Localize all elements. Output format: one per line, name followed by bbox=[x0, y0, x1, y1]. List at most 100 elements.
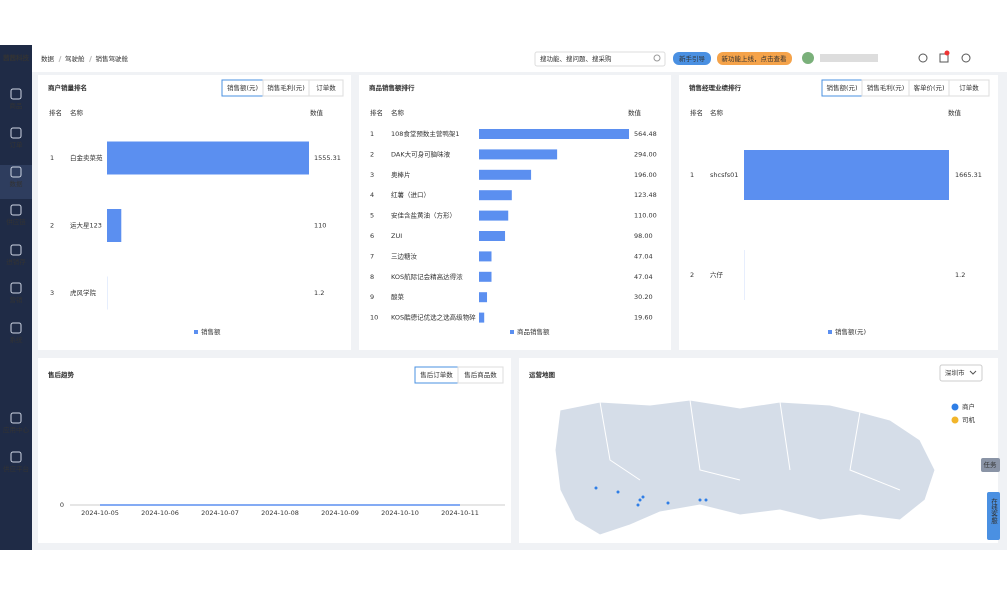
breadcrumb[interactable]: 数据 bbox=[41, 54, 55, 63]
bar bbox=[479, 292, 487, 302]
table-header: 数值 bbox=[628, 108, 642, 117]
rank: 10 bbox=[370, 314, 378, 322]
menu-item[interactable]: 商品 bbox=[10, 101, 23, 110]
legend-swatch bbox=[828, 330, 832, 334]
name: 安佳含盐黄油（方形） bbox=[391, 211, 456, 220]
menu-item[interactable]: 系统 bbox=[10, 335, 24, 344]
search-placeholder: 搜功能、搜问题、搜采购 bbox=[540, 54, 612, 63]
tab-label[interactable]: 销售额(元) bbox=[826, 83, 857, 92]
table-header: 名称 bbox=[391, 108, 405, 117]
map-region bbox=[555, 400, 935, 535]
value-label: 196.00 bbox=[634, 171, 657, 179]
table-header: 数值 bbox=[310, 108, 324, 117]
tab-label[interactable]: 售后商品数 bbox=[464, 370, 497, 379]
name: 运大星123 bbox=[70, 221, 102, 230]
rank: 1 bbox=[370, 130, 374, 138]
rank: 2 bbox=[690, 271, 694, 279]
avatar bbox=[802, 52, 814, 64]
rank: 1 bbox=[690, 171, 694, 179]
bar bbox=[479, 190, 512, 200]
bar bbox=[479, 170, 531, 180]
breadcrumb: 销售驾驶舱 bbox=[96, 54, 129, 63]
panel-title: 商品销售额排行 bbox=[369, 83, 415, 92]
legend-label: 司机 bbox=[962, 415, 976, 424]
name: 白金卖菜苑 bbox=[70, 153, 103, 162]
bar bbox=[479, 251, 492, 261]
name: 六仔 bbox=[710, 270, 724, 279]
name: 虎风学院 bbox=[70, 288, 97, 297]
legend-label: 商品销售额 bbox=[517, 327, 550, 336]
table-header: 名称 bbox=[70, 108, 84, 117]
tab-label[interactable]: 订单数 bbox=[316, 83, 336, 92]
menu-item[interactable]: 进销存 bbox=[6, 257, 26, 266]
breadcrumb[interactable]: 驾驶舱 bbox=[65, 54, 85, 63]
value-label: 110.00 bbox=[634, 212, 657, 220]
value-label: 47.04 bbox=[634, 252, 653, 260]
bar bbox=[744, 150, 949, 200]
rank: 8 bbox=[370, 273, 374, 281]
tab-label[interactable]: 客单价(元) bbox=[913, 83, 944, 92]
menu-item[interactable]: 应用中心 bbox=[3, 425, 30, 434]
tab-label[interactable]: 销售毛利(元) bbox=[867, 83, 905, 92]
service-label[interactable]: 在线客服 bbox=[990, 497, 998, 526]
table-header: 排名 bbox=[690, 108, 703, 117]
value-label: 564.48 bbox=[634, 130, 657, 138]
bar bbox=[479, 272, 492, 282]
guide-label: 新手引导 bbox=[679, 54, 706, 63]
panel-title: 商户销量排名 bbox=[48, 83, 87, 92]
name: 奥棒片 bbox=[391, 170, 411, 179]
menu-item[interactable]: 订单 bbox=[10, 140, 24, 149]
table-header: 名称 bbox=[710, 108, 724, 117]
tab-label[interactable]: 订单数 bbox=[959, 83, 979, 92]
name: ZUI bbox=[391, 232, 402, 240]
legend-label: 商户 bbox=[962, 402, 975, 411]
badge bbox=[945, 51, 950, 56]
tab-label[interactable]: 销售额(元) bbox=[227, 83, 258, 92]
bar bbox=[479, 129, 629, 139]
tab-label[interactable]: 售后订单数 bbox=[420, 370, 453, 379]
value-label: 19.60 bbox=[634, 314, 653, 322]
y-tick-label: 0 bbox=[60, 501, 64, 509]
rank: 6 bbox=[370, 232, 374, 240]
legend-label: 销售额(元) bbox=[835, 327, 866, 336]
rank: 9 bbox=[370, 293, 374, 301]
bar bbox=[107, 142, 309, 175]
name: DAK大可身可脑味液 bbox=[391, 149, 451, 158]
name: 108食堂预数主营鸭架1 bbox=[391, 129, 460, 138]
value-label: 1.2 bbox=[955, 271, 965, 279]
rank: 3 bbox=[370, 171, 374, 179]
panel-title: 销售经理业绩排行 bbox=[689, 83, 742, 92]
panel bbox=[38, 75, 351, 350]
panel-title: 售后趋势 bbox=[48, 370, 75, 379]
value-label: 98.00 bbox=[634, 232, 653, 240]
bar bbox=[479, 313, 484, 323]
bar bbox=[479, 231, 505, 241]
menu-item[interactable]: 营销 bbox=[10, 295, 24, 304]
menu-item[interactable]: 供应链 bbox=[6, 217, 26, 226]
value-label: 110 bbox=[314, 222, 326, 230]
bar bbox=[479, 211, 508, 221]
name: KOS酷德记优选之选高级物碎 bbox=[391, 313, 476, 322]
legend-swatch bbox=[510, 330, 514, 334]
legend-dot bbox=[952, 404, 959, 411]
task-label[interactable]: 任务 bbox=[984, 460, 998, 469]
name: 三边糖汝 bbox=[391, 251, 418, 260]
menu-item[interactable]: 数据 bbox=[10, 179, 24, 188]
value-label: 30.20 bbox=[634, 293, 653, 301]
table-header: 数值 bbox=[948, 108, 962, 117]
name: shcsfs01 bbox=[710, 171, 738, 179]
rank: 2 bbox=[50, 222, 54, 230]
menu-item[interactable]: 供应平台 bbox=[3, 464, 29, 473]
bar bbox=[479, 149, 557, 159]
name: 酸菜 bbox=[391, 292, 405, 301]
x-tick-label: 2024-10-07 bbox=[201, 509, 239, 517]
name: 红薯（进口） bbox=[391, 190, 430, 199]
value-label: 123.48 bbox=[634, 191, 657, 199]
rank: 1 bbox=[50, 154, 54, 162]
tab-label[interactable]: 销售毛利(元) bbox=[267, 83, 305, 92]
value-label: 1665.31 bbox=[955, 171, 982, 179]
legend-swatch bbox=[194, 330, 198, 334]
x-tick-label: 2024-10-09 bbox=[321, 509, 359, 517]
table-header: 排名 bbox=[370, 108, 383, 117]
